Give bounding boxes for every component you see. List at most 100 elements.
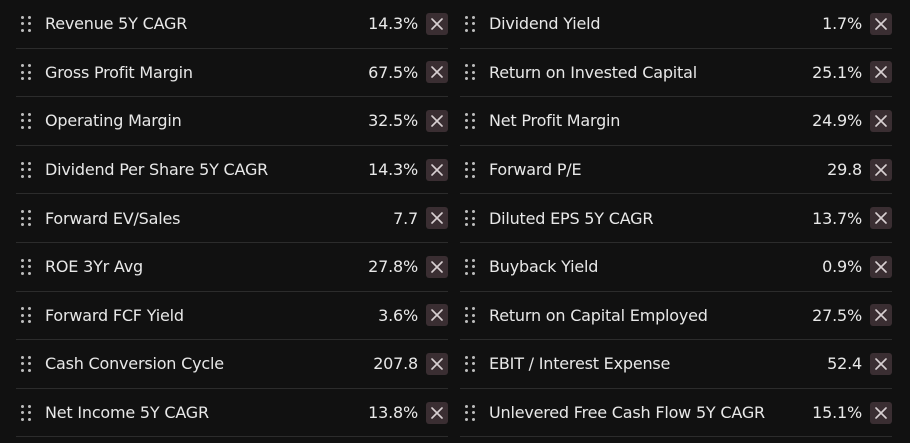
metric-label: Gross Profit Margin	[45, 62, 193, 82]
close-icon	[431, 309, 443, 322]
remove-metric-button[interactable]	[426, 61, 448, 84]
metric-row-left-3[interactable]: Dividend Per Share 5Y CAGR 14.3%	[16, 146, 448, 195]
metric-row-left-7[interactable]: Cash Conversion Cycle 207.8	[16, 340, 448, 389]
drag-handle-icon[interactable]	[465, 307, 475, 324]
remove-metric-button[interactable]	[426, 401, 448, 424]
remove-metric-button[interactable]	[870, 255, 892, 278]
close-icon	[875, 163, 887, 176]
remove-metric-button[interactable]	[426, 352, 448, 375]
metric-label: Diluted EPS 5Y CAGR	[489, 208, 654, 228]
drag-handle-icon[interactable]	[21, 64, 31, 81]
remove-metric-button[interactable]	[870, 304, 892, 327]
metric-label: Forward EV/Sales	[45, 208, 181, 228]
metric-row-left-5[interactable]: ROE 3Yr Avg 27.8%	[16, 243, 448, 292]
metrics-column-left: Revenue 5Y CAGR 14.3% Gross Profit Margi…	[16, 0, 448, 438]
drag-handle-icon[interactable]	[465, 404, 475, 421]
drag-handle-icon[interactable]	[21, 210, 31, 227]
metric-row-left-4[interactable]: Forward EV/Sales 7.7	[16, 194, 448, 243]
metric-label: Operating Margin	[45, 111, 182, 131]
drag-handle-icon[interactable]	[21, 112, 31, 129]
metric-value: 13.8%	[368, 403, 418, 423]
drag-handle-icon[interactable]	[21, 355, 31, 372]
remove-metric-button[interactable]	[426, 158, 448, 181]
remove-metric-button[interactable]	[426, 109, 448, 132]
metric-row-right-1[interactable]: Return on Invested Capital 25.1%	[460, 49, 892, 98]
close-icon	[431, 358, 443, 370]
drag-handle-icon[interactable]	[465, 112, 475, 129]
metric-value: 3.6%	[378, 305, 418, 325]
metric-label: Net Income 5Y CAGR	[45, 403, 209, 423]
drag-handle-icon[interactable]	[21, 404, 31, 421]
drag-handle-icon[interactable]	[21, 15, 31, 32]
close-icon	[431, 163, 443, 176]
metric-label: Unlevered Free Cash Flow 5Y CAGR	[489, 403, 765, 423]
remove-metric-button[interactable]	[426, 255, 448, 278]
metric-label: Revenue 5Y CAGR	[45, 14, 188, 34]
remove-metric-button[interactable]	[870, 158, 892, 181]
drag-handle-icon[interactable]	[465, 355, 475, 372]
drag-handle-icon[interactable]	[465, 161, 475, 178]
metric-row-left-8[interactable]: Net Income 5Y CAGR 13.8%	[16, 389, 448, 438]
close-icon	[431, 17, 443, 30]
metric-value: 15.1%	[812, 403, 862, 423]
close-icon	[875, 406, 887, 419]
remove-metric-button[interactable]	[870, 352, 892, 375]
drag-handle-icon[interactable]	[21, 307, 31, 324]
drag-handle-icon[interactable]	[465, 64, 475, 81]
drag-handle-icon[interactable]	[465, 15, 475, 32]
metric-value: 13.7%	[812, 208, 862, 228]
metric-row-right-6[interactable]: Return on Capital Employed 27.5%	[460, 292, 892, 341]
close-icon	[875, 358, 887, 370]
close-icon	[875, 212, 887, 224]
metric-label: EBIT / Interest Expense	[489, 354, 671, 374]
drag-handle-icon[interactable]	[21, 258, 31, 275]
metric-row-right-8[interactable]: Unlevered Free Cash Flow 5Y CAGR 15.1%	[460, 389, 892, 438]
close-icon	[875, 115, 887, 127]
metric-value: 29.8	[827, 160, 862, 180]
metric-value: 32.5%	[368, 111, 418, 131]
metric-row-right-4[interactable]: Diluted EPS 5Y CAGR 13.7%	[460, 194, 892, 243]
metric-value: 27.5%	[812, 305, 862, 325]
drag-handle-icon[interactable]	[465, 258, 475, 275]
metric-row-right-3[interactable]: Forward P/E 29.8	[460, 146, 892, 195]
metric-label: ROE 3Yr Avg	[45, 257, 143, 277]
metric-row-left-2[interactable]: Operating Margin 32.5%	[16, 97, 448, 146]
metric-label: Buyback Yield	[489, 257, 599, 277]
metric-label: Return on Capital Employed	[489, 305, 708, 325]
metric-value: 7.7	[393, 208, 418, 228]
remove-metric-button[interactable]	[870, 109, 892, 132]
metric-label: Forward FCF Yield	[45, 305, 184, 325]
metric-row-left-0[interactable]: Revenue 5Y CAGR 14.3%	[16, 0, 448, 49]
metrics-column-right: Dividend Yield 1.7% Return on Invested C…	[460, 0, 892, 438]
metric-value: 67.5%	[368, 62, 418, 82]
metric-row-right-2[interactable]: Net Profit Margin 24.9%	[460, 97, 892, 146]
metric-row-right-7[interactable]: EBIT / Interest Expense 52.4	[460, 340, 892, 389]
remove-metric-button[interactable]	[870, 12, 892, 35]
drag-handle-icon[interactable]	[21, 161, 31, 178]
remove-metric-button[interactable]	[426, 207, 448, 230]
metric-value: 24.9%	[812, 111, 862, 131]
remove-metric-button[interactable]	[870, 401, 892, 424]
close-icon	[875, 309, 887, 322]
metric-row-right-0[interactable]: Dividend Yield 1.7%	[460, 0, 892, 49]
metric-label: Cash Conversion Cycle	[45, 354, 224, 374]
close-icon	[431, 66, 443, 79]
close-icon	[875, 17, 887, 30]
remove-metric-button[interactable]	[870, 61, 892, 84]
metric-value: 52.4	[827, 354, 862, 374]
close-icon	[431, 212, 443, 224]
metric-row-right-5[interactable]: Buyback Yield 0.9%	[460, 243, 892, 292]
remove-metric-button[interactable]	[426, 304, 448, 327]
drag-handle-icon[interactable]	[465, 210, 475, 227]
metric-label: Forward P/E	[489, 160, 582, 180]
close-icon	[875, 260, 887, 273]
metric-label: Return on Invested Capital	[489, 62, 697, 82]
metric-row-left-6[interactable]: Forward FCF Yield 3.6%	[16, 292, 448, 341]
metric-value: 0.9%	[822, 257, 862, 277]
remove-metric-button[interactable]	[870, 207, 892, 230]
metric-value: 27.8%	[368, 257, 418, 277]
metric-value: 207.8	[373, 354, 418, 374]
remove-metric-button[interactable]	[426, 12, 448, 35]
metric-row-left-1[interactable]: Gross Profit Margin 67.5%	[16, 49, 448, 98]
close-icon	[431, 406, 443, 419]
